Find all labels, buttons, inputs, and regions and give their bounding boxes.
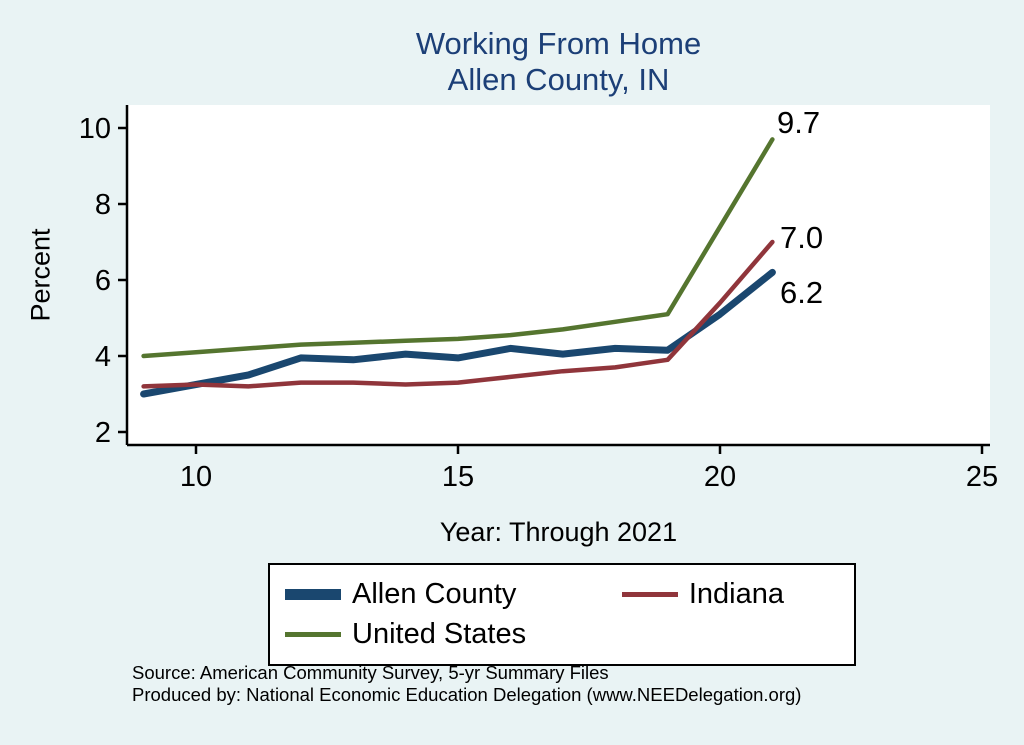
series-line-united-states: [141, 137, 775, 359]
end-label-united-states: 9.7: [777, 105, 821, 140]
end-label-allen-county: 6.2: [780, 275, 824, 310]
legend-item-allen-county: Allen County: [285, 578, 526, 611]
source-line: Source: American Community Survey, 5-yr …: [132, 662, 609, 683]
legend-item-indiana: Indiana: [621, 578, 784, 611]
x-tick-label: 15: [442, 461, 474, 493]
chart-title: Working From Home: [415, 26, 702, 61]
x-tick-label: 10: [180, 461, 212, 493]
y-tick-label: 6: [95, 265, 111, 297]
y-tick-label: 4: [95, 341, 111, 373]
legend-label-allen-county: Allen County: [352, 578, 517, 610]
y-tick-label: 2: [95, 417, 111, 449]
legend-swatch-united-states: [285, 632, 341, 637]
x-tick-label: 25: [966, 461, 998, 493]
y-tick-label: 8: [95, 189, 111, 221]
chart-subtitle: Allen County, IN: [447, 62, 670, 97]
y-tick-label: 10: [79, 113, 111, 145]
produced-by-line: Produced by: National Economic Education…: [132, 684, 802, 705]
footer-notes: Source: American Community Survey, 5-yr …: [132, 662, 801, 706]
legend-swatch-indiana: [621, 592, 678, 597]
legend-label-indiana: Indiana: [688, 578, 784, 610]
legend-item-united-states: United States: [285, 618, 526, 651]
legend: Allen County Indiana United States: [268, 563, 856, 666]
x-tick-label: 20: [704, 461, 736, 493]
legend-swatch-allen-county: [285, 589, 341, 600]
series-line-allen-county: [140, 268, 776, 398]
legend-label-united-states: United States: [352, 618, 527, 650]
y-axis-title: Percent: [25, 228, 56, 322]
end-label-indiana: 7.0: [780, 220, 824, 255]
plot-background: [127, 105, 990, 445]
x-axis-title: Year: Through 2021: [439, 517, 678, 547]
title-block: Working From Home Allen County, IN: [127, 26, 990, 98]
series-line-indiana: [141, 239, 775, 389]
